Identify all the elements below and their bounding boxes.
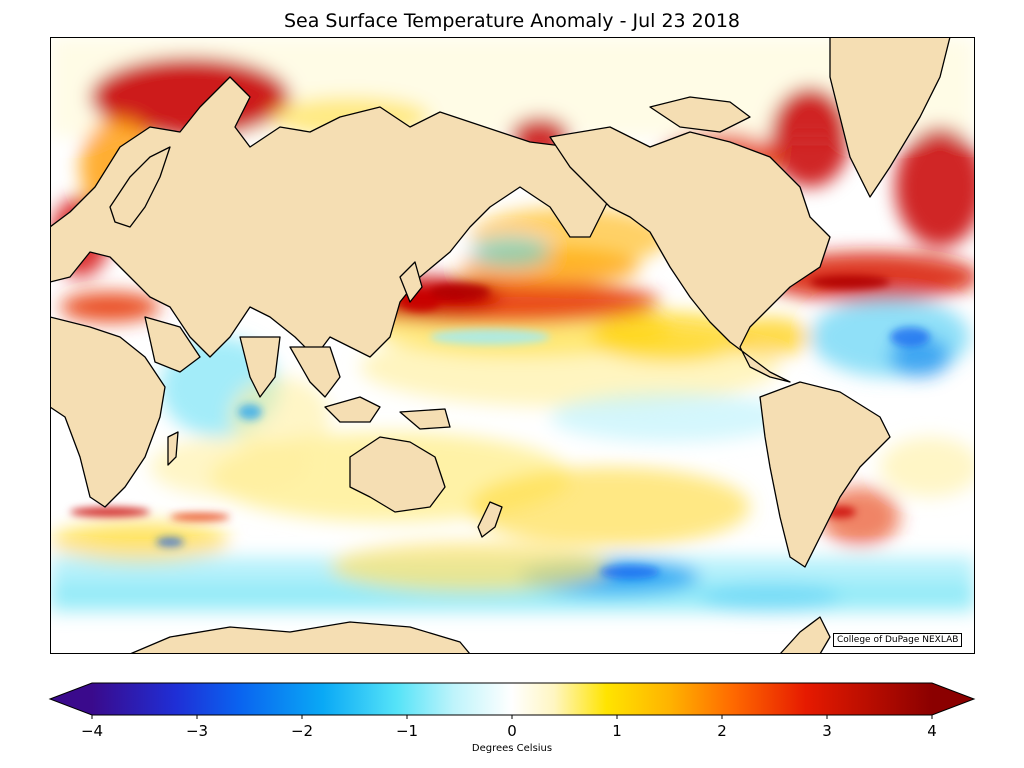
land-greenland: [829, 37, 951, 198]
colorbar-extend-low: [50, 683, 92, 715]
colorbar-extend-high: [932, 683, 974, 715]
land-south-america: [759, 381, 891, 568]
landmasses: [50, 37, 951, 654]
chart-title: Sea Surface Temperature Anomaly - Jul 23…: [283, 10, 741, 32]
land-japan: [399, 261, 423, 303]
land-eurasia: [50, 76, 611, 358]
land-antarctica: [129, 621, 471, 654]
colorbar-tick-label: 3: [822, 722, 832, 740]
land-north-america: [549, 126, 831, 383]
anomaly-detail: [70, 275, 930, 579]
credit-label: College of DuPage NEXLAB: [833, 633, 963, 647]
land-madagascar: [167, 431, 179, 466]
colorbar-tick-label: 2: [717, 722, 727, 740]
sst-anomaly-map: [50, 37, 975, 654]
land-scandinavia: [109, 146, 171, 228]
colorbar: −4 −3 −2 −1 0 1 2 3 4 Degrees Celsius: [48, 682, 976, 754]
colorbar-label: Degrees Celsius: [472, 743, 552, 754]
colorbar-tick-label: 4: [927, 722, 937, 740]
land-australia: [349, 436, 446, 513]
colorbar-tick-label: −3: [186, 722, 208, 740]
land-new-guinea: [399, 408, 451, 430]
anomaly-field: [50, 37, 975, 612]
colorbar-tick-label: 0: [507, 722, 517, 740]
land-new-zealand: [477, 501, 503, 538]
land-antarctica-peninsula: [779, 616, 831, 654]
land-se-asia: [289, 346, 341, 398]
land-indonesia: [324, 396, 381, 423]
colorbar-gradient: [92, 683, 932, 715]
colorbar-tick-label: −2: [291, 722, 313, 740]
map-border: [50, 37, 975, 654]
colorbar-tick-label: 1: [612, 722, 622, 740]
land-africa: [50, 316, 166, 508]
land-canada-arctic: [649, 96, 751, 133]
land-india: [239, 336, 281, 398]
colorbar-tick-label: −1: [396, 722, 418, 740]
colorbar-tick-label: −4: [81, 722, 103, 740]
land-arabia: [144, 316, 201, 373]
